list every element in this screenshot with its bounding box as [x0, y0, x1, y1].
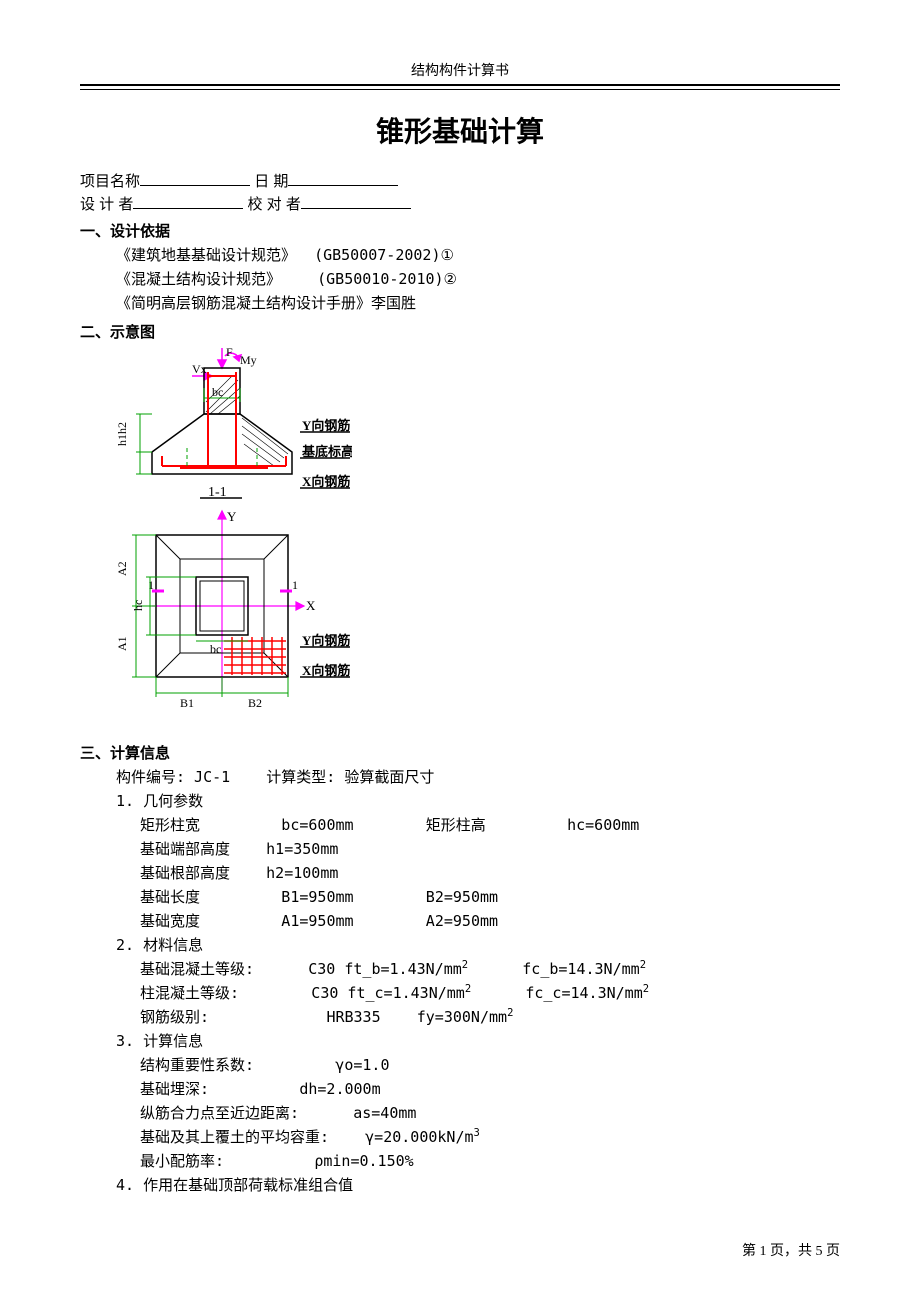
g1-r5c: A2=950mm: [426, 912, 498, 930]
g3-r5: 最小配筋率: ρmin=0.150%: [140, 1149, 840, 1173]
label-hc: hc: [131, 600, 145, 611]
g3-r4: 基础及其上覆土的平均容重: γ=20.000kN/m3: [140, 1125, 840, 1149]
checker-blank: [301, 193, 411, 209]
label-bc-bot: bc: [210, 642, 221, 656]
label-Y: Y: [227, 509, 237, 524]
g2-r3b: HRB335 fy=300N/mm: [326, 1008, 507, 1026]
page-footer: 第 1 页，共 5 页: [742, 1240, 840, 1260]
g2-r3a: 钢筋级别:: [140, 1008, 209, 1026]
diagram-svg: F My Vx bc: [92, 346, 352, 736]
checker-label: 校 对 者: [248, 196, 301, 213]
g1-r1d: hc=600mm: [567, 816, 639, 834]
g2-r1c: fc_b=14.3N/mm: [522, 960, 639, 978]
project-label: 项目名称: [80, 173, 140, 190]
g1-r3a: 基础根部高度: [140, 864, 230, 882]
meta-line-1: 项目名称 日 期: [80, 170, 840, 191]
label-bc-top: bc: [212, 385, 223, 399]
label-one-r: 1: [292, 578, 298, 592]
g1-r5: 基础宽度 A1=950mm A2=950mm: [140, 909, 840, 933]
g1-r3: 基础根部高度 h2=100mm: [140, 861, 840, 885]
label-B2: B2: [248, 696, 262, 710]
g3-title: 3. 计算信息: [116, 1029, 840, 1053]
g1-r4: 基础长度 B1=950mm B2=950mm: [140, 885, 840, 909]
label-y-rebar-top: Y向钢筋: [302, 418, 350, 433]
g1-r2b: h1=350mm: [266, 840, 338, 858]
diagram-container: F My Vx bc: [92, 346, 352, 736]
label-x-rebar-bot: X向钢筋: [302, 663, 350, 678]
ref-2: 《混凝土结构设计规范》 (GB50010-2010)②: [116, 267, 840, 291]
label-A1: A1: [115, 636, 129, 651]
g2-r3: 钢筋级别: HRB335 fy=300N/mm2: [140, 1005, 840, 1029]
g1-r4c: B2=950mm: [426, 888, 498, 906]
designer-label: 设 计 者: [80, 196, 133, 213]
designer-blank: [133, 193, 243, 209]
g2-r2b: C30 ft_c=1.43N/mm: [311, 984, 465, 1002]
label-A2: A2: [115, 561, 129, 576]
label-h1h2: h1h2: [115, 422, 129, 446]
g3-r3: 纵筋合力点至近边距离: as=40mm: [140, 1101, 840, 1125]
g1-r3b: h2=100mm: [266, 864, 338, 882]
section-3-title: 三、计算信息: [80, 742, 840, 763]
section-2-title: 二、示意图: [80, 321, 840, 342]
g3-r4-txt: 基础及其上覆土的平均容重: γ=20.000kN/m: [140, 1128, 474, 1146]
g1-r1b: bc=600mm: [281, 816, 353, 834]
header-rule: [80, 84, 840, 90]
section-1-title: 一、设计依据: [80, 220, 840, 241]
g3-r1: 结构重要性系数: γo=1.0: [140, 1053, 840, 1077]
ref-1: 《建筑地基基础设计规范》 (GB50007-2002)①: [116, 243, 840, 267]
g2-r2a: 柱混凝土等级:: [140, 984, 239, 1002]
g1-r5a: 基础宽度: [140, 912, 200, 930]
g1-r2a: 基础端部高度: [140, 840, 230, 858]
project-blank: [140, 170, 250, 186]
g2-r1a: 基础混凝土等级:: [140, 960, 254, 978]
g4-title: 4. 作用在基础顶部荷载标准组合值: [116, 1173, 840, 1197]
meta-line-2: 设 计 者 校 对 者: [80, 193, 840, 214]
label-base-elev: 基底标高: [301, 444, 352, 459]
label-F: F: [226, 346, 233, 359]
label-x-rebar-top: X向钢筋: [302, 474, 350, 489]
component-line: 构件编号: JC-1 计算类型: 验算截面尺寸: [116, 765, 840, 789]
g1-r4b: B1=950mm: [281, 888, 353, 906]
label-My: My: [240, 353, 257, 367]
g1-r5b: A1=950mm: [281, 912, 353, 930]
g1-title: 1. 几何参数: [116, 789, 840, 813]
ref-3: 《简明高层钢筋混凝土结构设计手册》李国胜: [116, 291, 840, 315]
g3-r2: 基础埋深: dh=2.000m: [140, 1077, 840, 1101]
g2-r2c: fc_c=14.3N/mm: [525, 984, 642, 1002]
g1-r1a: 矩形柱宽: [140, 816, 200, 834]
g2-r1b: C30 ft_b=1.43N/mm: [308, 960, 462, 978]
label-one-l: 1: [148, 578, 154, 592]
running-header: 结构构件计算书: [80, 60, 840, 84]
date-label: 日 期: [254, 173, 288, 190]
label-X: X: [306, 598, 316, 613]
g1-r4a: 基础长度: [140, 888, 200, 906]
g2-r1: 基础混凝土等级: C30 ft_b=1.43N/mm2 fc_b=14.3N/m…: [140, 957, 840, 981]
label-y-rebar-bot: Y向钢筋: [302, 633, 350, 648]
g1-r2: 基础端部高度 h1=350mm: [140, 837, 840, 861]
date-blank: [288, 170, 398, 186]
label-B1: B1: [180, 696, 194, 710]
g2-r2: 柱混凝土等级: C30 ft_c=1.43N/mm2 fc_c=14.3N/mm…: [140, 981, 840, 1005]
g1-r1c: 矩形柱高: [426, 816, 486, 834]
page-title: 锥形基础计算: [80, 110, 840, 150]
g1-r1: 矩形柱宽 bc=600mm 矩形柱高 hc=600mm: [140, 813, 840, 837]
g2-title: 2. 材料信息: [116, 933, 840, 957]
